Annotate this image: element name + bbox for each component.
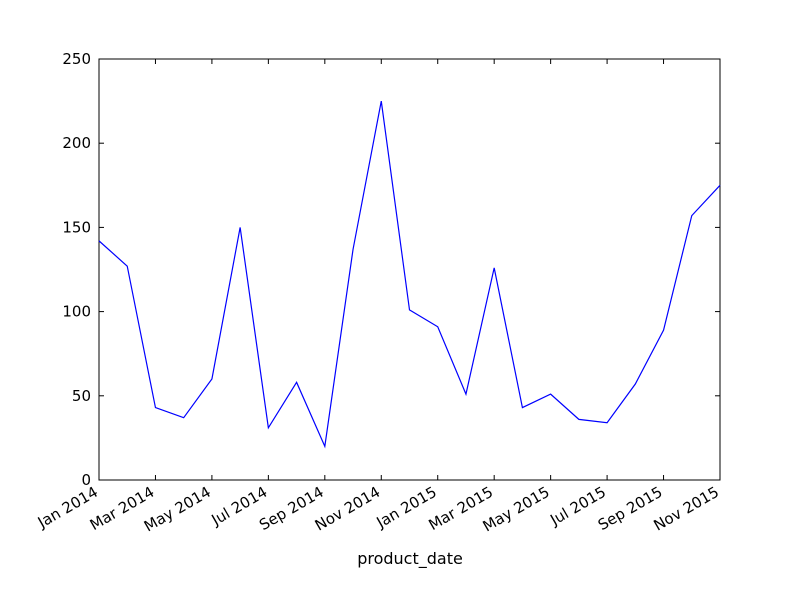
y-tick-label: 50	[72, 387, 91, 405]
x-tick-label: Nov 2015	[650, 483, 722, 535]
y-tick-label: 100	[62, 303, 91, 321]
plot-frame	[98, 58, 721, 481]
plot-area	[98, 58, 721, 481]
y-axis: 0 50 100 150 200 250	[62, 50, 720, 489]
x-tick-label: Nov 2014	[312, 483, 384, 535]
y-tick-label: 200	[62, 134, 91, 152]
x-axis-label: product_date	[357, 549, 463, 569]
series-line-0	[98, 100, 721, 449]
y-tick-label: 0	[81, 471, 91, 489]
y-tick-label: 150	[62, 218, 91, 236]
y-tick-label: 250	[62, 50, 91, 68]
